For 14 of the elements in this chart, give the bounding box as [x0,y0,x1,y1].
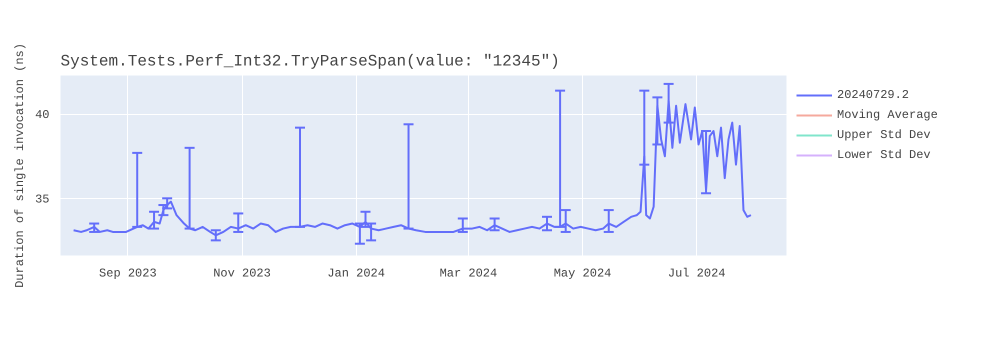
y-tick-label: 35 [35,192,50,206]
legend-label: 20240729.2 [837,88,910,102]
x-tick-label: May 2024 [554,266,612,280]
y-tick-label: 40 [35,108,50,122]
x-tick-label: Jan 2024 [327,266,385,280]
legend-label: Upper Std Dev [837,128,931,142]
legend-label: Lower Std Dev [837,148,931,162]
x-tick-label: Jul 2024 [668,266,726,280]
y-axis-title: Duration of single invocation (ns) [13,43,28,288]
chart-title: System.Tests.Perf_Int32.TryParseSpan(value: "12345") [60,52,560,70]
x-tick-label: Mar 2024 [440,266,498,280]
x-tick-label: Sep 2023 [99,266,157,280]
legend-label: Moving Average [837,108,938,122]
x-tick-label: Nov 2023 [213,266,271,280]
